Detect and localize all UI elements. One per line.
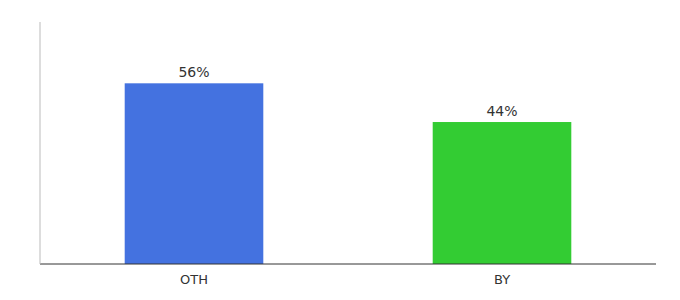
y-axis (40, 22, 41, 264)
chart: OTH BY 56% 44% (0, 0, 680, 300)
x-tick-label: OTH (180, 272, 208, 287)
bar (125, 83, 264, 264)
x-tick-label: BY (494, 272, 510, 287)
x-axis (40, 264, 656, 265)
data-label: 44% (486, 103, 517, 119)
bars (125, 83, 572, 264)
data-label: 56% (178, 64, 209, 80)
bar (433, 122, 572, 264)
